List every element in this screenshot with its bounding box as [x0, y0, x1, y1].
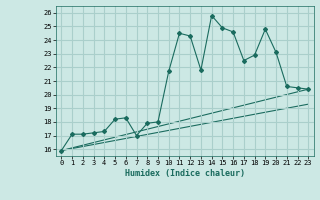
X-axis label: Humidex (Indice chaleur): Humidex (Indice chaleur)	[125, 169, 245, 178]
